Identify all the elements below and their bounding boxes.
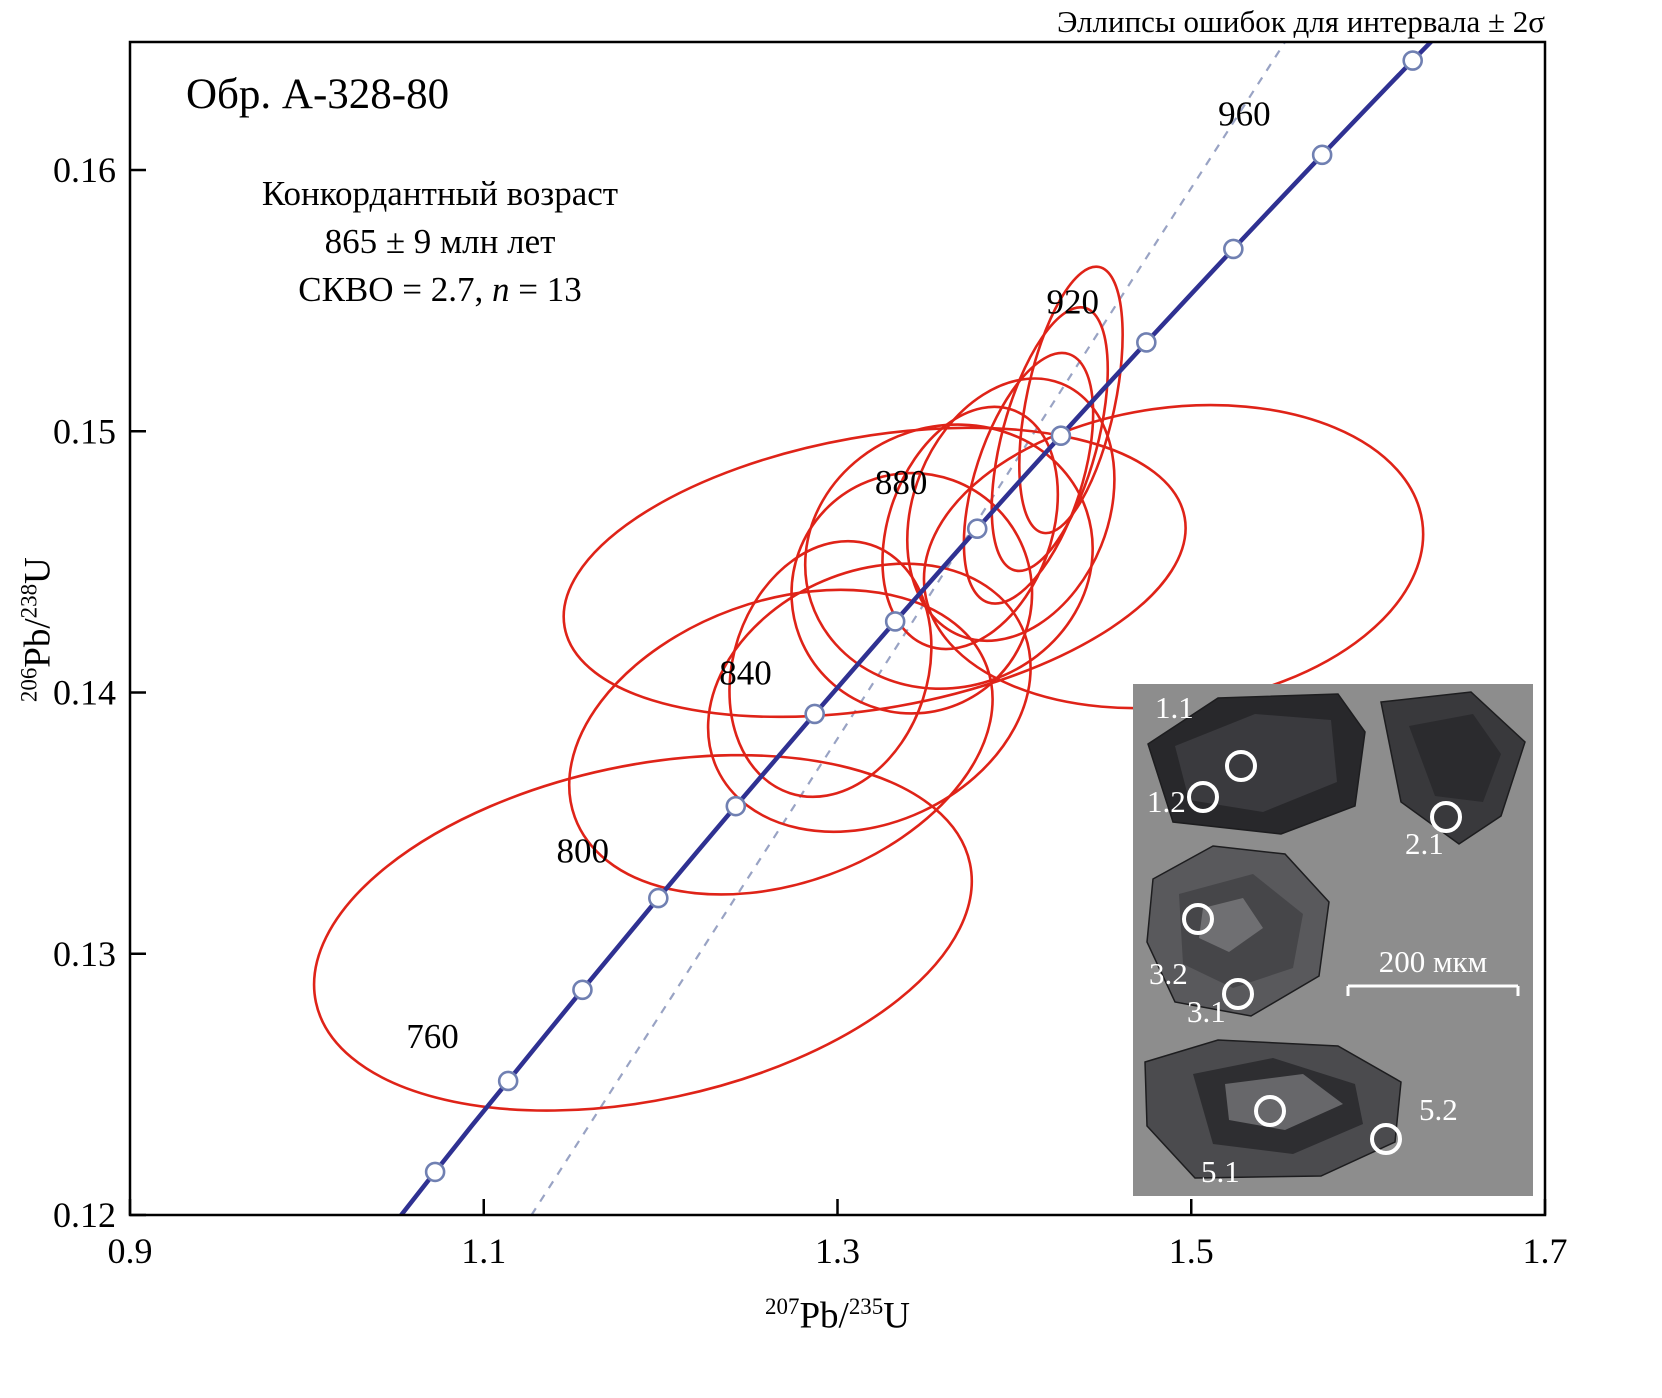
age-label-920: 920 <box>1046 283 1099 322</box>
concordia-age-marker-740 <box>424 1161 446 1183</box>
annotation-line1: Конкордантный возраст <box>261 174 619 213</box>
age-label-800: 800 <box>557 831 610 870</box>
y-tick-label: 0.14 <box>53 673 116 713</box>
plot-layer <box>312 42 1434 1215</box>
analysis-spot-label-1.2: 1.2 <box>1147 784 1186 819</box>
concordia-age-marker-920 <box>1136 332 1157 353</box>
annotation-line2: 865 ± 9 млн лет <box>324 222 556 261</box>
analysis-spot-label-5.2: 5.2 <box>1419 1092 1458 1127</box>
error-ellipse-group <box>990 305 1110 573</box>
error-ellipse-3 <box>562 426 1187 719</box>
error-ellipse-group <box>1018 265 1124 535</box>
y-tick-label: 0.13 <box>53 934 116 974</box>
analysis-spot-5.1 <box>1254 1095 1286 1127</box>
concordant-age-annotation: Конкордантный возраст 865 ± 9 млн лет СК… <box>150 170 730 314</box>
annotation-n-value: = 13 <box>509 270 582 309</box>
concordia-age-marker-980 <box>1402 50 1423 71</box>
concordia-age-marker-820 <box>725 795 747 817</box>
concordia-age-marker-800 <box>648 887 669 909</box>
error-ellipse-13 <box>1018 265 1124 535</box>
analysis-spot-label-5.1: 5.1 <box>1201 1154 1240 1189</box>
annotation-n-var: n <box>492 270 510 309</box>
concordia-age-marker-940 <box>1223 238 1244 260</box>
analysis-spot-1.1 <box>1225 750 1257 782</box>
grain-2-zoning-1 <box>1409 714 1501 802</box>
error-ellipse-5 <box>728 539 933 799</box>
analysis-spot-label-2.1: 2.1 <box>1405 826 1444 861</box>
y-label-mid: Pb/ <box>17 618 59 668</box>
analysis-spot-2.1 <box>1430 801 1462 833</box>
sample-label: Обр. А-328-80 <box>186 70 449 119</box>
error-ellipse-6 <box>790 471 1034 715</box>
y-axis-label: 206Pb/238U <box>16 350 59 910</box>
zircon-grain-5 <box>1144 1039 1402 1179</box>
error-ellipse-group <box>312 753 974 1112</box>
analysis-spot-5.2 <box>1370 1123 1402 1155</box>
x-tick-label: 0.9 <box>108 1231 153 1271</box>
error-ellipse-4 <box>706 562 1032 834</box>
error-ellipse-group <box>728 539 933 799</box>
error-ellipse-2 <box>567 588 994 896</box>
zircon-grain-3 <box>1146 845 1330 1017</box>
chart-title-text: Эллипсы ошибок для интервала ± 2σ <box>1056 4 1545 39</box>
annotation-line3: СКВО = 2.7, n = 13 <box>150 266 730 314</box>
y-tick-label: 0.16 <box>53 150 116 190</box>
y-label-end: U <box>17 557 59 584</box>
analysis-spot-label-1.1: 1.1 <box>1155 690 1194 725</box>
error-ellipse-group <box>706 562 1032 834</box>
x-tick-label: 1.5 <box>1169 1231 1214 1271</box>
y-tick-label: 0.12 <box>53 1195 116 1235</box>
concordia-age-marker-860 <box>884 611 906 632</box>
y-tick-label: 0.15 <box>53 411 116 451</box>
x-tick-label: 1.1 <box>461 1231 506 1271</box>
x-label-mid: Pb/ <box>799 1295 849 1337</box>
x-label-sup1: 207 <box>765 1294 800 1319</box>
scale-bar-label: 200 мкм <box>1379 944 1488 979</box>
concordia-age-marker-760 <box>497 1070 519 1092</box>
age-label-840: 840 <box>719 654 772 693</box>
analysis-spot-label-3.1: 3.1 <box>1187 994 1226 1029</box>
analysis-spot-1.2 <box>1187 781 1219 813</box>
concordia-age-marker-960 <box>1311 144 1333 166</box>
analysis-spot-3.2 <box>1182 903 1214 935</box>
scale-bar: 200 мкм <box>1346 944 1520 996</box>
chart-title: Эллипсы ошибок для интервала ± 2σ <box>1057 4 1545 40</box>
concordia-age-marker-900 <box>1050 425 1072 446</box>
x-label-sup2: 235 <box>848 1294 884 1319</box>
y-label-sup2: 238 <box>16 583 42 619</box>
error-ellipse-10 <box>905 377 1116 643</box>
error-ellipse-group <box>803 423 1094 691</box>
age-label-880: 880 <box>875 463 928 502</box>
error-ellipse-group <box>905 377 1116 643</box>
inset-panel: 1.1 1.2 2.1 3.23.1 5.1 5.2 200 мкм <box>1133 684 1533 1196</box>
sample-label-text: Обр. А-328-80 <box>186 71 450 118</box>
error-ellipse-group <box>567 588 994 896</box>
concordia-age-marker-780 <box>572 979 593 1001</box>
error-ellipse-1 <box>312 753 974 1112</box>
error-ellipse-7 <box>803 423 1094 691</box>
x-label-end: U <box>883 1295 910 1337</box>
error-ellipse-group <box>562 426 1187 719</box>
error-ellipse-group <box>790 471 1034 715</box>
zircon-grain-2 <box>1380 691 1526 845</box>
x-axis-label: 207Pb/235U <box>130 1294 1545 1337</box>
y-label-sup1: 206 <box>16 667 42 703</box>
age-label-960: 960 <box>1218 95 1271 134</box>
concordia-age-marker-840 <box>804 703 825 725</box>
annotation-mswd: СКВО = 2.7, <box>298 270 493 309</box>
grain-5-zoning-2 <box>1225 1074 1343 1130</box>
x-tick-label: 1.7 <box>1523 1231 1568 1271</box>
concordia-age-marker-880 <box>966 518 988 540</box>
analysis-spot-3.1 <box>1222 978 1254 1010</box>
analysis-spot-label-3.2: 3.2 <box>1149 956 1188 991</box>
age-label-760: 760 <box>406 1017 459 1056</box>
grain-3-zoning-2 <box>1199 898 1263 952</box>
x-tick-label: 1.3 <box>815 1231 860 1271</box>
error-ellipse-12 <box>990 305 1110 573</box>
